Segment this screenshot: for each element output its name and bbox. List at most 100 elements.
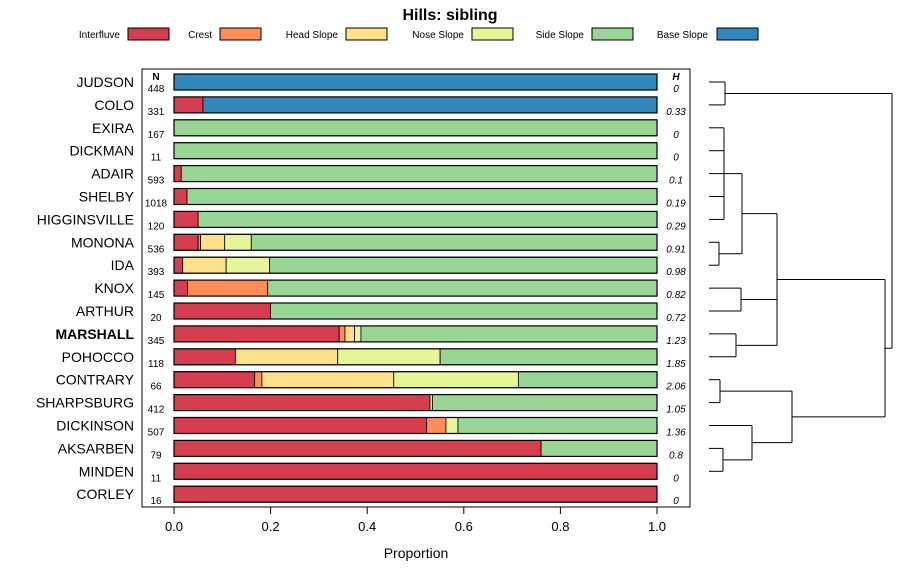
- h-header: H: [672, 72, 680, 83]
- h-value-monona: 0.91: [666, 244, 685, 255]
- h-value-sharpsburg: 1.05: [666, 405, 686, 416]
- n-value-marshall: 345: [148, 336, 165, 347]
- row-label-dickinson: DICKINSON: [56, 418, 134, 434]
- bar-knox-interfluve: [173, 279, 188, 297]
- bar-marshall-interfluve: [173, 325, 340, 343]
- legend-label-interfluve: Interfluve: [79, 30, 121, 41]
- bar-rows: JUDSON 448 0 COLO 331 0.33 EXIRA 167 0 DICKMAN 11 0…: [36, 73, 686, 507]
- bar-outline-shelby: [173, 187, 658, 206]
- bar-outline-dickinson: [173, 416, 658, 435]
- h-value-aksarben: 0.8: [669, 450, 683, 461]
- x-tick-label: 0.4: [358, 519, 376, 534]
- bar-arthur-side-slope: [270, 302, 658, 320]
- row-label-ida: IDA: [111, 257, 135, 273]
- legend-swatch-interfluve: [127, 27, 170, 41]
- bar-outline-aksarben: [173, 439, 658, 457]
- n-value-dickinson: 507: [148, 428, 165, 439]
- bar-judson-base-slope: [173, 73, 658, 91]
- bar-outline-higginsville: [173, 210, 658, 228]
- bar-knox-side-slope: [267, 279, 658, 297]
- bar-arthur-interfluve: [173, 302, 271, 320]
- legend-swatch-base-slope: [716, 27, 759, 41]
- h-value-shelby: 0.19: [666, 199, 686, 210]
- row-label-sharpsburg: SHARPSBURG: [36, 395, 134, 411]
- bar-dickinson-crest: [426, 417, 447, 434]
- n-value-dickman: 11: [151, 153, 162, 164]
- h-value-corley: 0: [673, 496, 679, 507]
- x-tick-label: 0.0: [165, 519, 183, 534]
- bar-adair-side-slope: [180, 165, 658, 183]
- bar-shelby-interfluve: [173, 188, 188, 205]
- bar-outline-pohocco: [173, 348, 658, 366]
- h-value-judson: 0: [673, 84, 679, 95]
- bar-outline-marshall: [173, 325, 658, 343]
- row-label-dickman: DICKMAN: [69, 143, 134, 159]
- bar-outline-ida: [173, 256, 658, 274]
- bar-colo-base-slope: [202, 96, 658, 114]
- n-value-contrary: 66: [150, 382, 162, 393]
- bar-outline-monona: [173, 233, 658, 251]
- h-value-arthur: 0.72: [666, 313, 686, 324]
- bar-outline-arthur: [173, 302, 658, 320]
- n-value-ida: 393: [148, 267, 165, 278]
- n-value-shelby: 1018: [145, 199, 168, 210]
- bar-knox-crest: [187, 279, 269, 297]
- bar-outline-sharpsburg: [173, 394, 658, 412]
- bar-outline-contrary: [173, 371, 658, 389]
- x-axis: 0.0 0.2 0.4 0.6 0.8 1.0: [165, 507, 666, 534]
- bar-ida-nose-slope: [225, 256, 271, 274]
- x-tick-label: 0.6: [455, 519, 473, 534]
- h-value-minden: 0: [673, 473, 679, 484]
- n-value-judson: 448: [148, 84, 165, 95]
- bar-dickinson-side-slope: [457, 417, 658, 434]
- n-value-exira: 167: [148, 130, 165, 141]
- row-label-shelby: SHELBY: [79, 189, 135, 205]
- bar-outline-minden: [173, 462, 658, 480]
- bar-dickman-side-slope: [173, 142, 658, 160]
- bar-marshall-side-slope: [360, 325, 658, 343]
- bar-minden-interfluve: [173, 462, 658, 480]
- x-axis-title: Proportion: [384, 545, 449, 561]
- legend-label-base-slope: Base Slope: [657, 30, 709, 41]
- chart-title: Hills: sibling: [402, 7, 497, 24]
- h-value-adair: 0.1: [669, 176, 683, 187]
- bar-higginsville-interfluve: [173, 210, 199, 228]
- row-label-pohocco: POHOCCO: [62, 349, 134, 365]
- plot-frame: [141, 68, 691, 508]
- bar-outline-corley: [173, 485, 658, 503]
- x-tick-label: 0.8: [551, 519, 569, 534]
- h-value-dickman: 0: [673, 153, 679, 164]
- n-value-pohocco: 118: [148, 359, 164, 370]
- x-tick-label: 0.2: [262, 519, 280, 534]
- legend-swatch-side-slope: [591, 27, 634, 41]
- bar-pohocco-nose-slope: [337, 348, 441, 366]
- h-value-dickinson: 1.36: [666, 428, 686, 439]
- row-label-adair: ADAIR: [91, 166, 134, 182]
- bar-monona-head-slope: [200, 233, 226, 251]
- bar-ida-side-slope: [269, 256, 658, 274]
- bar-dickinson-nose-slope: [445, 417, 459, 434]
- legend-swatch-head-slope: [345, 27, 388, 41]
- row-label-contrary: CONTRARY: [56, 372, 135, 388]
- bar-outline-judson: [173, 73, 658, 91]
- bar-contrary-nose-slope: [393, 371, 519, 389]
- n-value-minden: 11: [151, 473, 162, 484]
- row-label-higginsville: HIGGINSVILLE: [37, 211, 134, 227]
- dendrogram: [709, 81, 893, 472]
- bar-outline-knox: [173, 279, 658, 297]
- n-value-corley: 16: [150, 496, 162, 507]
- n-value-aksarben: 79: [150, 450, 162, 461]
- bar-aksarben-side-slope: [540, 439, 658, 457]
- legend-label-side-slope: Side Slope: [536, 30, 585, 41]
- bar-monona-nose-slope: [224, 233, 252, 251]
- bar-contrary-side-slope: [517, 371, 658, 389]
- bar-aksarben-interfluve: [173, 439, 542, 457]
- row-label-aksarben: AKSARBEN: [58, 440, 134, 456]
- h-value-ida: 0.98: [666, 267, 686, 278]
- bar-outline-adair: [173, 165, 658, 183]
- n-value-knox: 145: [148, 290, 165, 301]
- legend: Interfluve Crest Head Slope Nose Slope Side …: [79, 27, 759, 41]
- bar-dickinson-interfluve: [173, 417, 428, 434]
- bar-sharpsburg-side-slope: [432, 394, 658, 412]
